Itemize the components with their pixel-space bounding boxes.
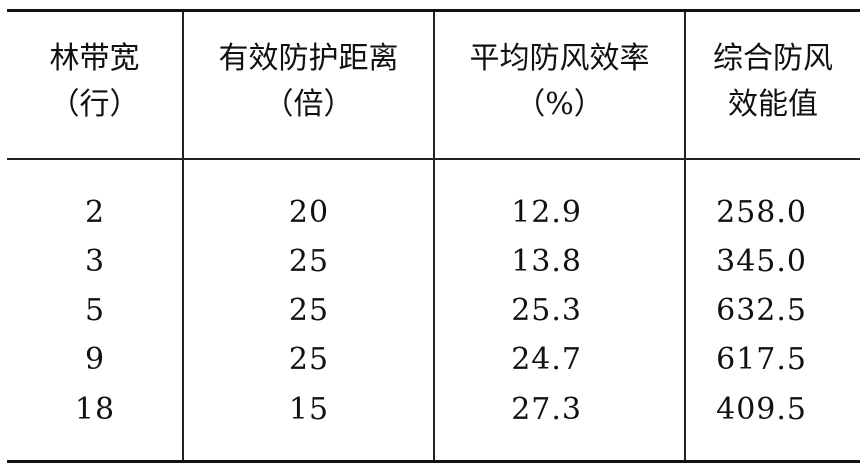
table-cell: 25 [288,342,330,377]
table-row: 3 25 13.8 345.0 [7,237,860,287]
table-cell: 12.9 [511,195,582,230]
table-cell: 27.3 [511,392,582,427]
column-divider [433,12,435,460]
table-cell: 2 [84,195,106,230]
table-row: 2 20 12.9 258.0 [7,188,860,238]
table-cell: 258.0 [716,195,807,230]
header-line: 有效防护距离 [218,41,399,76]
table-cell: 20 [288,195,330,230]
table-cell: 3 [84,244,106,279]
header-line: 平均防风效率 [469,41,650,76]
table-row: 9 25 24.7 617.5 [7,335,860,385]
table-cell: 25.3 [511,293,582,328]
table-row: 18 15 27.3 409.5 [7,385,860,435]
header-line: 效能值 [728,87,818,122]
header-line: （%） [515,87,604,122]
table-cell: 617.5 [716,342,807,377]
table-cell: 345.0 [716,244,807,279]
table-cell: 13.8 [511,244,582,279]
table-cell: 409.5 [716,392,807,427]
header-line: 林带宽 [49,41,140,76]
column-divider [684,12,686,460]
table-cell: 25 [288,244,330,279]
data-table: 林带宽 （行） 有效防护距离 （倍） 平均防风效率 （%） 综合防风 效能值 2… [7,9,860,463]
table-row: 5 25 25.3 632.5 [7,286,860,336]
table-cell: 25 [288,293,330,328]
table-cell: 15 [288,392,330,427]
table-cell: 18 [74,392,116,427]
table-cell: 24.7 [511,342,582,377]
column-divider [182,12,184,460]
header-line: （行） [49,87,140,122]
header-cell: 平均防风效率 （%） [435,36,684,128]
header-cell: 综合防风 效能值 [686,36,860,128]
header-divider [7,158,860,160]
header-cell: 林带宽 （行） [7,36,182,128]
header-cell: 有效防护距离 （倍） [184,36,433,128]
table-cell: 5 [84,293,106,328]
header-line: （倍） [263,87,354,122]
header-line: 综合防风 [713,41,833,76]
table-cell: 9 [84,342,106,377]
table-cell: 632.5 [716,293,807,328]
